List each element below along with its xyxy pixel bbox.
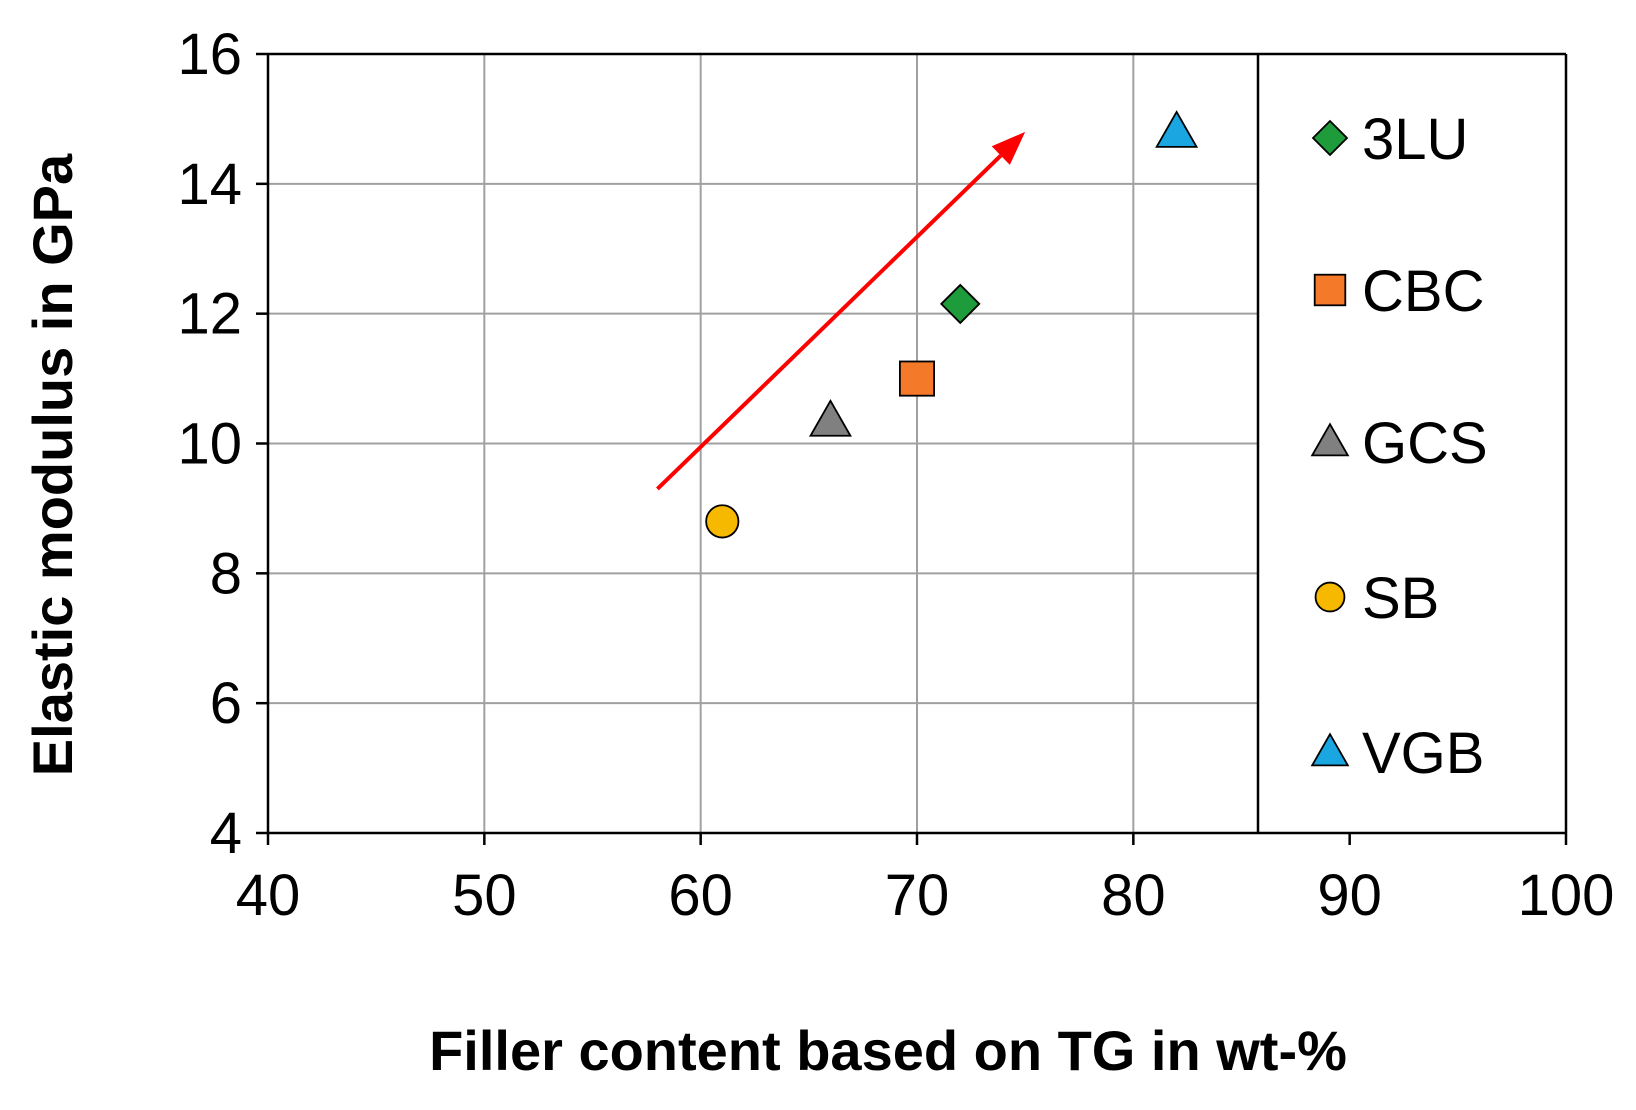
y-tick-label: 16 xyxy=(177,22,242,87)
data-point-cbc xyxy=(899,360,936,397)
legend-marker-cbc xyxy=(1313,273,1347,307)
x-tick-label: 40 xyxy=(236,863,301,928)
data-point-vgb xyxy=(1155,110,1199,148)
grid xyxy=(268,54,1258,833)
legend-label-vgb: VGB xyxy=(1362,721,1485,786)
legend-label-cbc: CBC xyxy=(1362,259,1484,324)
y-tick-label: 6 xyxy=(210,671,242,736)
y-tick-label: 4 xyxy=(210,801,242,866)
data-point-gcs xyxy=(808,399,852,437)
x-tick-label: 90 xyxy=(1317,863,1382,928)
data-points xyxy=(705,110,1199,539)
arrow-shaft xyxy=(656,154,1003,491)
legend: 3LU CBC GCS SB VGB xyxy=(1310,107,1488,786)
y-axis-title: Elastic modulus in GPa xyxy=(21,153,84,776)
x-tick-label: 60 xyxy=(668,863,733,928)
data-point-sb xyxy=(705,504,740,539)
legend-marker-vgb xyxy=(1310,732,1350,767)
legend-marker-3lu xyxy=(1311,119,1349,157)
x-axis-title: Filler content based on TG in wt-% xyxy=(429,1019,1347,1082)
x-tick-label: 100 xyxy=(1518,863,1615,928)
y-tick-label: 12 xyxy=(177,282,242,347)
legend-marker-gcs xyxy=(1310,422,1350,457)
y-tick-label: 14 xyxy=(177,152,242,217)
y-tick-label: 8 xyxy=(210,541,242,606)
trend-arrow xyxy=(656,131,1026,491)
data-point-3lu xyxy=(939,283,981,325)
axis-ticks: 40 50 60 70 80 90 100 4 6 8 10 12 14 16 xyxy=(177,22,1614,928)
legend-label-3lu: 3LU xyxy=(1362,107,1468,172)
arrow-head xyxy=(991,131,1026,165)
legend-label-sb: SB xyxy=(1362,566,1439,631)
x-tick-label: 80 xyxy=(1101,863,1166,928)
x-tick-label: 50 xyxy=(452,863,517,928)
legend-marker-sb xyxy=(1314,581,1346,613)
x-tick-label: 70 xyxy=(885,863,950,928)
y-tick-label: 10 xyxy=(177,412,242,477)
legend-label-gcs: GCS xyxy=(1362,411,1488,476)
